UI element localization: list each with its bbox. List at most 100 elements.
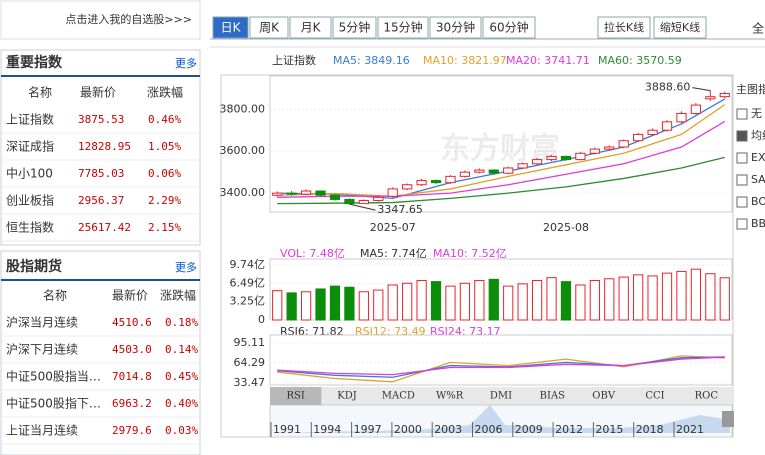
slider-handle[interactable] [722, 411, 734, 427]
row-name[interactable]: 中小100 [6, 166, 53, 181]
legend-item: 上证指数 [272, 53, 316, 67]
option-label: 均线 [751, 128, 765, 142]
candle-body [474, 169, 485, 173]
checkbox[interactable] [736, 174, 748, 186]
volume-bar [676, 270, 687, 321]
row-change: 0.06% [148, 167, 181, 180]
option-label: EXPMA [751, 151, 765, 164]
indicator-tab[interactable]: ROC [695, 391, 719, 402]
volume-bar [416, 279, 427, 321]
candle-body [344, 198, 355, 205]
column-header: 涨跌幅 [160, 288, 196, 303]
column-header: 名称 [43, 288, 67, 303]
row-name[interactable]: 恒生指数 [6, 220, 54, 235]
tab-selected[interactable] [270, 387, 322, 405]
zoom-button[interactable] [597, 16, 651, 39]
period-label: 周K [259, 21, 280, 35]
candle-body [329, 194, 341, 200]
volume-bar [517, 283, 528, 321]
volume-bar [589, 279, 600, 321]
volume-bar [272, 290, 283, 321]
candle-body [690, 104, 702, 114]
candle-body [286, 192, 297, 195]
checkbox[interactable] [736, 196, 748, 208]
column-header: 涨跌幅 [147, 85, 183, 100]
plot-frame [269, 258, 733, 321]
period-tab[interactable] [249, 16, 289, 39]
row-price: 4510.6 [112, 316, 152, 329]
volume-bar [531, 279, 543, 321]
legend-item: MA60: 3570.59 [598, 54, 682, 67]
period-tab[interactable] [377, 16, 429, 39]
row-name[interactable]: 上证当月连续 [6, 423, 78, 438]
checkbox[interactable] [736, 152, 748, 164]
row-price: 25617.42 [78, 221, 131, 234]
period-label: 60分钟 [489, 20, 528, 35]
volume-bar [300, 291, 312, 321]
volume-bar [402, 282, 413, 321]
candle-body [315, 190, 326, 196]
period-tab[interactable] [332, 16, 377, 39]
fullscreen[interactable]: 全 [752, 21, 764, 36]
period-tab[interactable] [429, 16, 482, 39]
checkbox[interactable] [736, 218, 748, 230]
row-name[interactable]: 中证500股指当… [6, 369, 101, 384]
volume-bar [344, 286, 355, 321]
indicator-tab[interactable]: BIAS [540, 391, 566, 402]
x-tick-label: 2025-07 [370, 221, 416, 234]
row-name[interactable]: 深证成指 [6, 139, 54, 154]
more-link[interactable]: 更多 [175, 260, 197, 274]
column-header: 最新价 [80, 85, 116, 100]
link-box [0, 0, 201, 40]
period-label: 月K [301, 21, 322, 35]
row-change: 0.03% [165, 424, 198, 437]
period-label: 15分钟 [383, 20, 422, 35]
period-tab[interactable] [482, 16, 536, 39]
y-tick-label: 64.29 [234, 356, 266, 369]
indicator-tab[interactable]: RSI [286, 391, 304, 402]
row-change: 0.18% [165, 316, 198, 329]
candle-body [705, 96, 716, 100]
candle-body [488, 169, 499, 174]
row-name[interactable]: 沪深当月连续 [6, 315, 78, 330]
ma-line [277, 104, 726, 197]
indicator-tab[interactable]: OBV [592, 391, 616, 402]
indicator-tab[interactable]: CCI [645, 391, 664, 402]
timeline-year: 1991 [273, 423, 301, 436]
candle-body [358, 199, 369, 205]
timeline-year: 2006 [475, 423, 503, 436]
row-name[interactable]: 沪深下月连续 [6, 342, 78, 357]
indicator-tab[interactable]: W%R [436, 391, 464, 402]
period-tab[interactable] [212, 16, 249, 39]
zoom-button[interactable] [653, 16, 707, 39]
timeline-year: 2000 [394, 423, 422, 436]
y-tick-label: 3800.00 [220, 102, 266, 115]
volume-bar [719, 277, 730, 321]
plot-frame [269, 334, 733, 386]
row-name[interactable]: 上证指数 [6, 112, 54, 127]
indicator-tab[interactable]: DMI [490, 391, 512, 402]
candle-body [661, 121, 673, 131]
checkbox[interactable] [736, 108, 748, 120]
row-price: 2956.37 [78, 194, 124, 207]
plot-frame [269, 75, 733, 213]
indicator-tab[interactable]: KDJ [337, 391, 357, 402]
candle-body [300, 190, 312, 195]
timeline-year: 1994 [313, 423, 341, 436]
row-change: 0.46% [148, 113, 181, 126]
row-name[interactable]: 中证500股指下… [6, 396, 101, 411]
indicator-tab[interactable]: MACD [382, 391, 415, 402]
candle-body [647, 129, 658, 135]
row-name[interactable]: 创业板指 [6, 193, 54, 208]
checkbox[interactable] [736, 130, 748, 142]
row-price: 4503.0 [112, 343, 152, 356]
more-link[interactable]: 更多 [175, 56, 197, 70]
watchlist-link[interactable]: 点击进入我的自选股>>> [65, 12, 192, 26]
period-tab[interactable] [289, 16, 332, 39]
option-label: SAR [751, 173, 765, 186]
row-change: 0.40% [165, 397, 198, 410]
legend-item: RSI6: 71.82 [280, 325, 344, 338]
legend-item: MA5: 3849.16 [333, 54, 410, 67]
y-tick-label: 95.11 [234, 336, 266, 349]
